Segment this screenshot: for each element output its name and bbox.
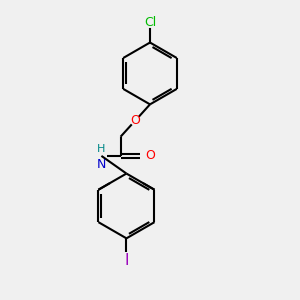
Text: N: N (97, 158, 106, 171)
Text: O: O (145, 149, 155, 162)
Text: Cl: Cl (144, 16, 156, 29)
Text: I: I (124, 253, 129, 268)
Text: O: O (130, 114, 140, 127)
Text: H: H (97, 143, 106, 154)
